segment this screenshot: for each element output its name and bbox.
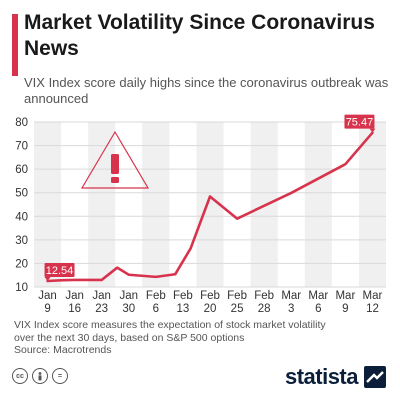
data-label-pointer [44,277,51,282]
brand-name: statista [284,364,359,389]
column-band [88,122,116,287]
y-tick-label: 80 [15,117,28,129]
x-tick-label: Feb 28 [254,290,274,315]
no-derivatives-icon[interactable]: = [52,368,68,384]
warning-triangle-icon [80,130,150,189]
warning-exclamation-bar [111,154,119,174]
x-tick-label: Jan 16 [65,290,84,315]
footnote: VIX Index score measures the expectation… [14,319,394,357]
x-tick-label: Feb 6 [146,290,166,315]
column-band [34,122,62,287]
column-band [358,122,386,287]
chart-title: Market Volatility Since Coronavirus News [24,11,375,60]
footnote-line-1: VIX Index score measures the expectation… [14,319,326,331]
x-tick-label: Feb 20 [200,290,220,315]
statista-mark-icon [364,366,386,388]
y-tick-label: 70 [15,141,28,153]
y-tick-label: 40 [15,211,28,223]
y-tick-label: 30 [15,235,28,247]
x-tick-label: Mar 3 [281,290,301,315]
x-tick-label: Feb 25 [227,290,247,315]
x-tick-label: Mar 9 [335,290,355,315]
creative-commons-icon[interactable]: cc [12,368,28,384]
x-tick-label: Mar 6 [308,290,328,315]
y-tick-label: 50 [15,188,28,200]
footnote-line-2: over the next 30 days, based on S&P 500 … [14,331,245,344]
series-line [46,131,374,283]
line-chart: 10 20 30 40 50 60 70 80 Jan 9 Jan 16 Jan 23 Jan 30 Feb 6 F… [15,114,386,315]
data-label-box [44,263,75,278]
x-tick-label: Mar 12 [363,290,383,315]
chart-subtitle: VIX Index score daily highs since the co… [24,75,389,106]
license-icons: cc = [12,368,68,384]
statista-logo[interactable]: statista [285,364,386,390]
title-accent-bar [12,14,18,76]
data-label: 75.47 [346,117,374,129]
column-band [142,122,170,287]
x-tick-label: Jan 23 [92,290,111,315]
x-tick-label: Jan 9 [38,290,57,315]
x-tick-label: Jan 30 [119,290,138,315]
warning-exclamation-dot [111,177,119,183]
x-tick-label: Feb 13 [173,290,193,315]
column-band [304,122,332,287]
y-tick-label: 60 [15,164,28,176]
attribution-icon[interactable] [32,368,48,384]
y-tick-label: 10 [15,282,28,294]
data-label-pointer [369,128,376,133]
source-text: Source: Macrotrends [14,344,112,356]
y-tick-label: 20 [15,258,28,270]
data-label-box [344,114,375,129]
data-label: 12.54 [46,265,74,277]
